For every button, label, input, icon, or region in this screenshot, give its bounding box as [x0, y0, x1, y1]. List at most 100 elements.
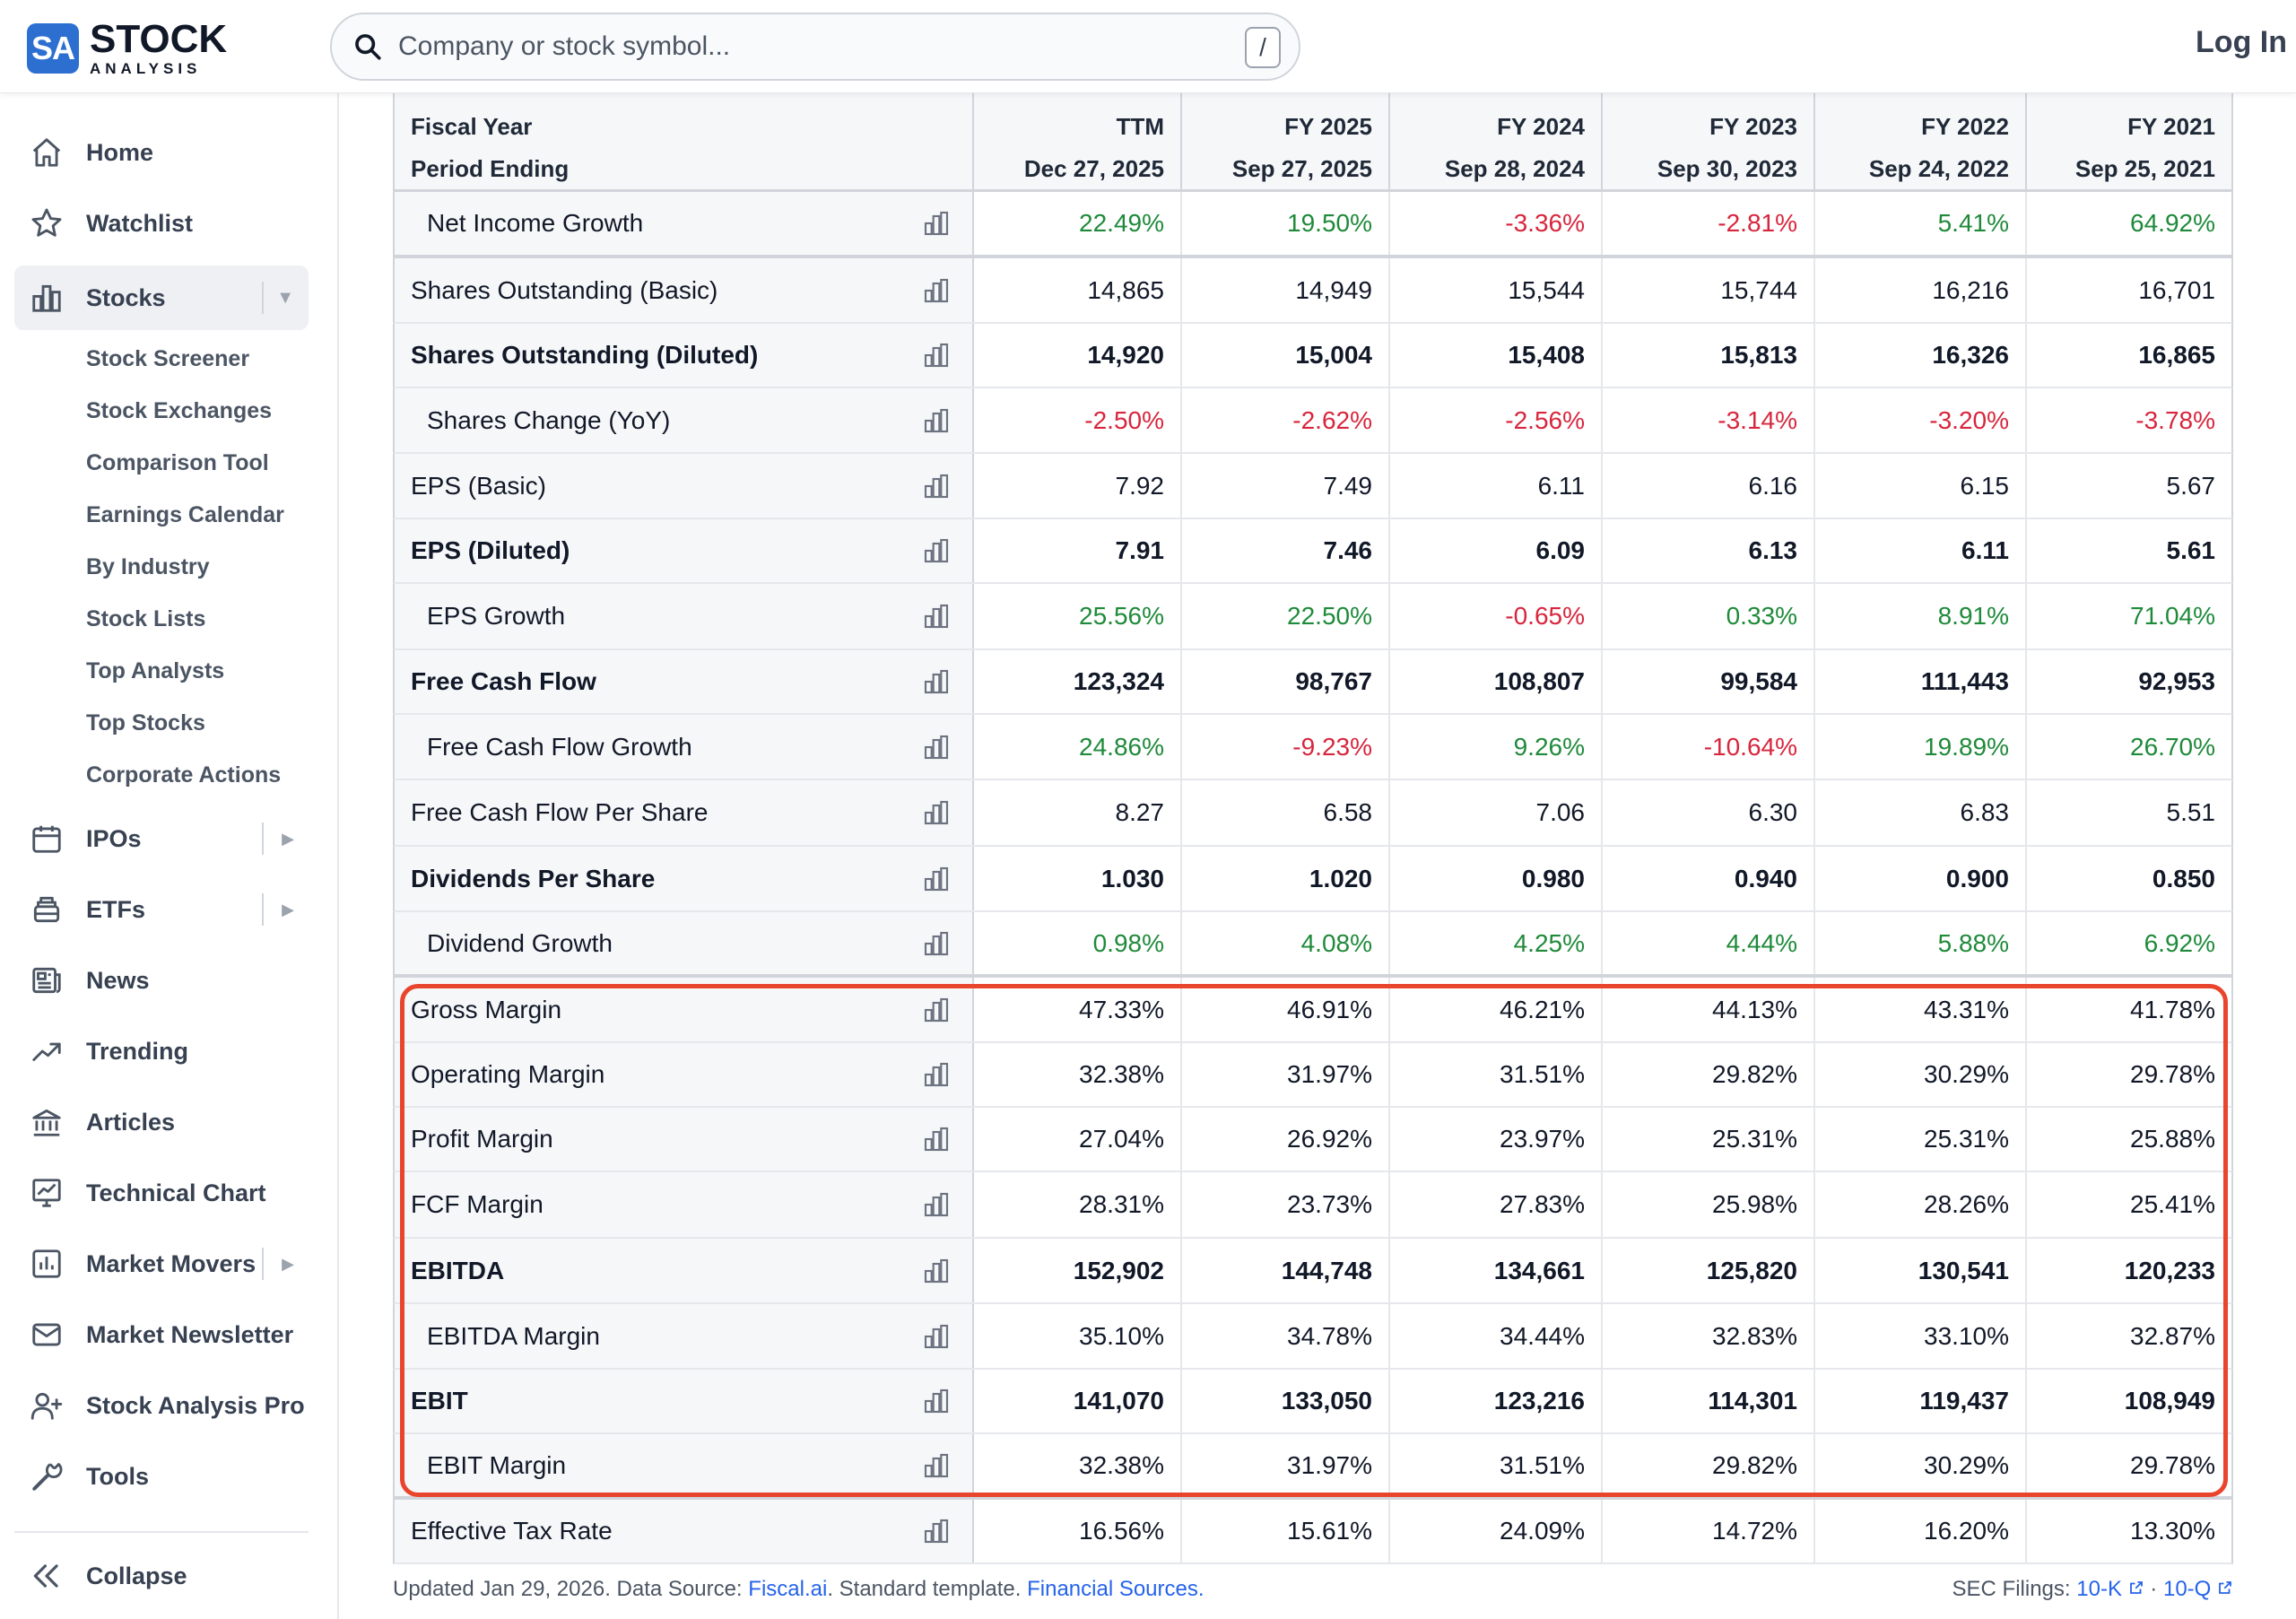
sidebar-item-tools[interactable]: Tools [14, 1444, 309, 1509]
table-cell: 7.46 [1182, 519, 1390, 582]
bar-chart-icon[interactable] [922, 667, 951, 696]
table-cell: 6.13 [1603, 519, 1815, 582]
column-header-fy2021[interactable]: FY 2021 Sep 25, 2021 [2027, 93, 2231, 192]
bar-chart-icon[interactable] [922, 1387, 951, 1415]
row-label-cell: Shares Outstanding (Diluted) [395, 324, 974, 387]
row-label: Operating Margin [411, 1060, 605, 1088]
column-header-fy2025[interactable]: FY 2025 Sep 27, 2025 [1182, 93, 1390, 192]
row-label: Effective Tax Rate [411, 1517, 613, 1545]
table-row-shares-change-yoy: Shares Change (YoY) -2.50% -2.62% -2.56% -3.… [393, 388, 2233, 454]
table-cell: 25.56% [974, 584, 1182, 648]
bar-chart-icon[interactable] [922, 1322, 951, 1351]
sidebar-item-stocks[interactable]: Stocks ▼ [14, 265, 309, 330]
sidebar-item-label: Tools [86, 1462, 149, 1490]
table-cell: 130,541 [1815, 1239, 2027, 1302]
bar-chart-icon[interactable] [922, 865, 951, 893]
sidebar-subitem-stock-exchanges[interactable]: Stock Exchanges [86, 398, 273, 423]
sec-10k-link[interactable]: 10-K [2076, 1577, 2144, 1601]
chevron-right-icon[interactable]: ▶ [282, 1254, 294, 1273]
table-header: Fiscal Year Period Ending TTM Dec 27, 20… [393, 93, 2233, 192]
bar-chart-icon[interactable] [922, 1190, 951, 1219]
sidebar-item-stock-analysis-pro[interactable]: Stock Analysis Pro [14, 1373, 309, 1438]
double-chevron-left-icon [27, 1556, 66, 1596]
column-period: FY 2021 [2127, 113, 2215, 140]
row-label-cell: Dividends Per Share [395, 847, 974, 910]
sidebar-subitem-by-industry[interactable]: By Industry [86, 554, 210, 579]
table-cell: 26.92% [1182, 1108, 1390, 1171]
table-cell: 16,701 [2138, 275, 2215, 304]
sidebar-subitem-earnings-calendar[interactable]: Earnings Calendar [86, 502, 284, 527]
sidebar-subitem-top-stocks[interactable]: Top Stocks [86, 710, 205, 736]
bar-chart-icon[interactable] [922, 1517, 951, 1545]
search-input[interactable]: Company or stock symbol... / [330, 13, 1300, 81]
table-row-ebit: EBIT 141,070 133,050 123,216 114,301 119,437 1… [393, 1370, 2233, 1434]
column-date: Sep 30, 2023 [1657, 155, 1797, 182]
bar-chart-icon[interactable] [922, 209, 951, 238]
bar-chart-icon[interactable] [922, 798, 951, 827]
table-cell: 31.51% [1390, 1043, 1603, 1106]
sidebar-item-market-newsletter[interactable]: Market Newsletter [14, 1302, 309, 1367]
sidebar-item-market-movers[interactable]: Market Movers ▶ [14, 1232, 309, 1296]
table-cell: 16,326 [1815, 324, 2027, 387]
table-cell: 144,748 [1182, 1239, 1390, 1302]
external-link-icon [2129, 1581, 2143, 1594]
sidebar-subitem-top-analysts[interactable]: Top Analysts [86, 658, 225, 683]
data-source-link[interactable]: Fiscal.ai [748, 1577, 828, 1601]
sidebar-item-technical-chart[interactable]: Technical Chart [14, 1161, 309, 1225]
bar-chart-icon[interactable] [922, 472, 951, 500]
chevron-right-icon[interactable]: ▶ [282, 900, 294, 918]
table-cell: 5.41% [1815, 192, 2027, 255]
sidebar-subitem-stock-screener[interactable]: Stock Screener [86, 346, 250, 371]
sidebar-item-ipos[interactable]: IPOs ▶ [14, 806, 309, 871]
bar-chart-icon[interactable] [922, 1060, 951, 1089]
financial-sources-link[interactable]: Financial Sources. [1027, 1577, 1205, 1601]
search-placeholder: Company or stock symbol... [398, 31, 731, 61]
bar-chart-icon[interactable] [922, 341, 951, 370]
bar-chart-icon[interactable] [922, 1451, 951, 1480]
table-cell: 15,408 [1390, 324, 1603, 387]
bar-chart-icon[interactable] [922, 602, 951, 631]
row-label-cell: Dividend Growth [395, 912, 974, 974]
column-period: FY 2022 [1921, 113, 2009, 140]
sidebar-item-trending[interactable]: Trending [14, 1019, 309, 1084]
table-cell: 111,443 [1815, 650, 2027, 713]
table-cell: 4.25% [1390, 912, 1603, 974]
table-cell: 5.88% [1815, 912, 2027, 974]
chevron-right-icon[interactable]: ▶ [282, 829, 294, 848]
bar-chart-icon[interactable] [922, 406, 951, 435]
table-cell: 120,233 [2124, 1256, 2215, 1284]
sidebar-item-etfs[interactable]: ETFs ▶ [14, 877, 309, 942]
bar-chart-icon[interactable] [922, 1125, 951, 1153]
table-cell: 0.900 [1815, 847, 2027, 910]
bar-chart-icon[interactable] [922, 536, 951, 565]
bar-chart-icon[interactable] [922, 276, 951, 305]
bar-chart-icon[interactable] [922, 733, 951, 762]
sec-10q-link[interactable]: 10-Q [2163, 1577, 2233, 1601]
table-cell: 9.26% [1390, 715, 1603, 779]
sidebar-item-articles[interactable]: Articles [14, 1090, 309, 1154]
table-cell: 6.15 [1815, 454, 2027, 518]
column-header-fy2022[interactable]: FY 2022 Sep 24, 2022 [1815, 93, 2027, 192]
table-cell: 26.70% [2130, 732, 2215, 761]
table-cell: 35.10% [974, 1304, 1182, 1368]
row-label: Shares Outstanding (Basic) [411, 275, 718, 304]
bar-chart-icon[interactable] [922, 929, 951, 958]
chevron-down-icon[interactable]: ▼ [276, 287, 294, 308]
bar-chart-icon[interactable] [922, 996, 951, 1024]
bar-chart-icon[interactable] [922, 1257, 951, 1285]
bank-icon [27, 1102, 66, 1142]
column-header-fy2024[interactable]: FY 2024 Sep 28, 2024 [1390, 93, 1603, 192]
column-header-fy2023[interactable]: FY 2023 Sep 30, 2023 [1603, 93, 1815, 192]
sidebar-subitem-corporate-actions[interactable]: Corporate Actions [86, 762, 282, 788]
collapse-button[interactable]: Collapse [14, 1544, 309, 1608]
site-logo[interactable]: SA STOCK ANALYSIS [27, 20, 227, 76]
login-button[interactable]: Log In [2196, 25, 2287, 59]
sidebar-subitem-stock-lists[interactable]: Stock Lists [86, 606, 206, 631]
sidebar-item-home[interactable]: Home [14, 120, 309, 185]
sidebar-item-news[interactable]: News [14, 948, 309, 1013]
sidebar-subitem-comparison-tool[interactable]: Comparison Tool [86, 450, 269, 475]
row-label-cell: Profit Margin [395, 1108, 974, 1171]
column-header-ttm[interactable]: TTM Dec 27, 2025 [974, 93, 1182, 192]
table-cell: 14,865 [974, 258, 1182, 322]
sidebar-item-watchlist[interactable]: Watchlist [14, 191, 309, 256]
